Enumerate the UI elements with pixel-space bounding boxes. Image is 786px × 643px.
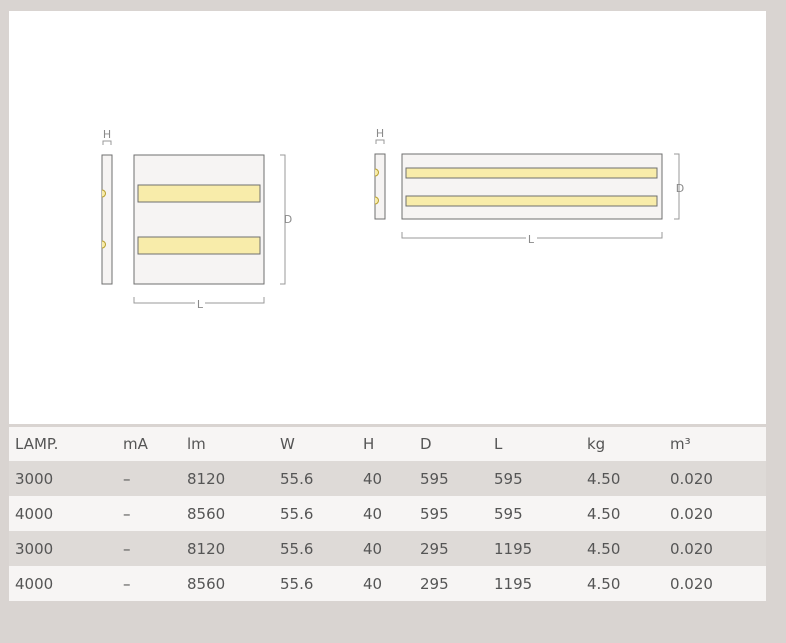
cell-ma: – [117, 531, 181, 566]
drawing-panel: H D L H D [9, 11, 766, 424]
cell-ma: – [117, 496, 181, 531]
col-header-lamp: LAMP. [9, 427, 117, 461]
col-header-kg: kg [581, 427, 664, 461]
cell-lm: 8120 [181, 461, 274, 496]
cell-m3: 0.020 [664, 496, 766, 531]
depth-label-2: D [676, 182, 684, 195]
cell-d: 595 [414, 461, 488, 496]
depth-label-1: D [284, 213, 292, 226]
cell-m3: 0.020 [664, 461, 766, 496]
cell-w: 55.6 [274, 566, 357, 601]
cell-lm: 8560 [181, 566, 274, 601]
cell-kg: 4.50 [581, 566, 664, 601]
cell-w: 55.6 [274, 496, 357, 531]
cell-ma: – [117, 461, 181, 496]
cell-kg: 4.50 [581, 496, 664, 531]
col-header-h: H [357, 427, 414, 461]
cell-lm: 8560 [181, 496, 274, 531]
table-header-row: LAMP. mA lm W H D L kg m³ [9, 427, 766, 461]
square-fixture-side-view: H [101, 128, 113, 285]
cell-l: 595 [488, 461, 581, 496]
cell-m3: 0.020 [664, 531, 766, 566]
height-label-1: H [103, 128, 111, 141]
cell-d: 295 [414, 531, 488, 566]
col-header-l: L [488, 427, 581, 461]
col-header-ma: mA [117, 427, 181, 461]
square-fixture-top-view: D L [133, 154, 292, 311]
height-label-2: H [376, 127, 384, 140]
col-header-m3: m³ [664, 427, 766, 461]
cell-h: 40 [357, 566, 414, 601]
cell-l: 1195 [488, 566, 581, 601]
col-header-w: W [274, 427, 357, 461]
col-header-d: D [414, 427, 488, 461]
cell-kg: 4.50 [581, 461, 664, 496]
cell-h: 40 [357, 531, 414, 566]
cell-lamp: 3000 [9, 531, 117, 566]
length-label-2: L [528, 233, 535, 246]
cell-h: 40 [357, 461, 414, 496]
long-fixture-top-view: D L [401, 153, 684, 246]
cell-lm: 8120 [181, 531, 274, 566]
cell-h: 40 [357, 496, 414, 531]
cell-d: 595 [414, 496, 488, 531]
cell-m3: 0.020 [664, 566, 766, 601]
cell-w: 55.6 [274, 531, 357, 566]
cell-l: 595 [488, 496, 581, 531]
cell-kg: 4.50 [581, 531, 664, 566]
technical-drawing: H D L H D [101, 127, 684, 311]
cell-lamp: 4000 [9, 566, 117, 601]
table-row: 4000 – 8560 55.6 40 595 595 4.50 0.020 [9, 496, 766, 531]
cell-d: 295 [414, 566, 488, 601]
table-row: 4000 – 8560 55.6 40 295 1195 4.50 0.020 [9, 566, 766, 601]
cell-lamp: 3000 [9, 461, 117, 496]
table-row: 3000 – 8120 55.6 40 595 595 4.50 0.020 [9, 461, 766, 496]
table-row: 3000 – 8120 55.6 40 295 1195 4.50 0.020 [9, 531, 766, 566]
cell-ma: – [117, 566, 181, 601]
specs-table: LAMP. mA lm W H D L kg m³ 3000 – 8120 55… [9, 427, 766, 601]
cell-w: 55.6 [274, 461, 357, 496]
col-header-lm: lm [181, 427, 274, 461]
cell-lamp: 4000 [9, 496, 117, 531]
cell-l: 1195 [488, 531, 581, 566]
length-label-1: L [197, 298, 204, 311]
long-fixture-side-view: H [374, 127, 386, 220]
